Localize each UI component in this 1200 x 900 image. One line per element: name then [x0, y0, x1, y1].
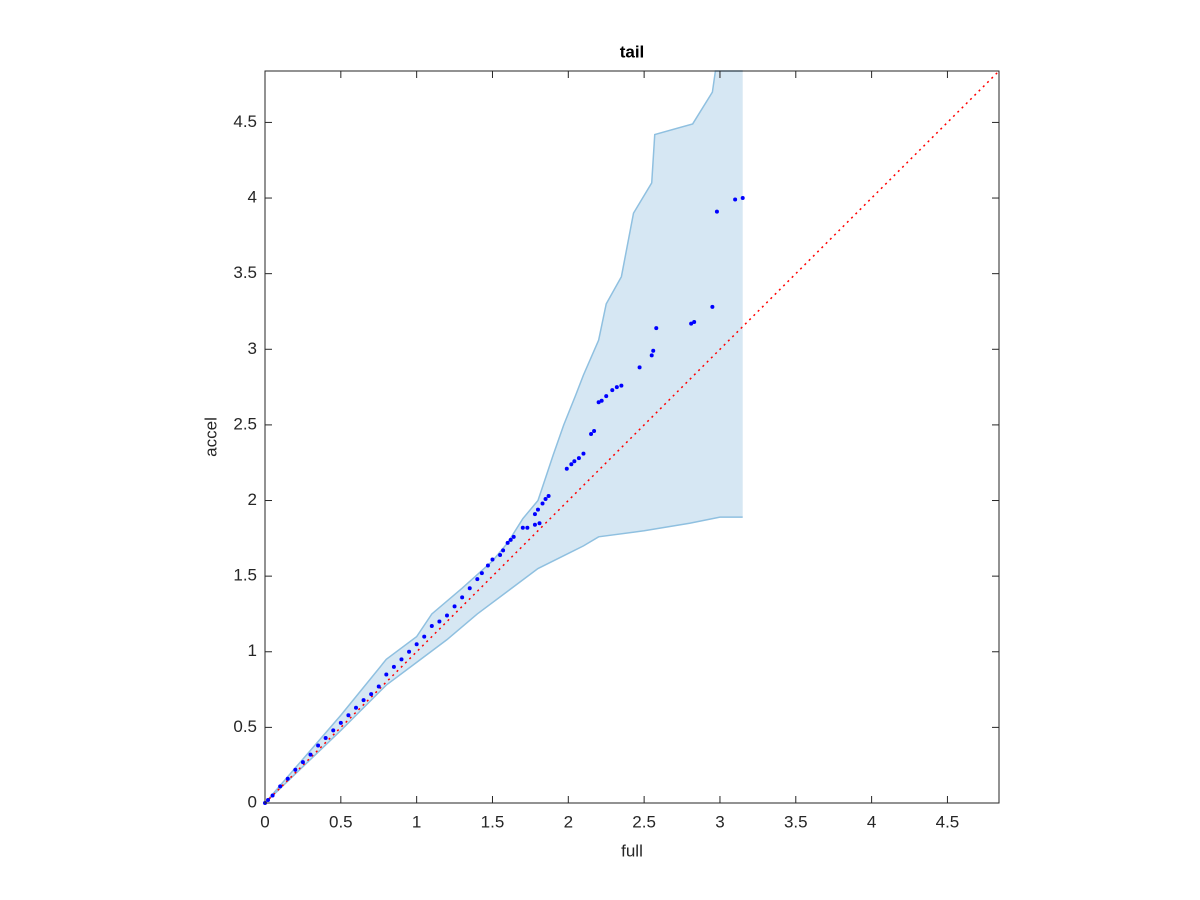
point: [444, 613, 449, 618]
point: [564, 466, 569, 471]
point: [614, 385, 619, 390]
x-axis-label: full: [621, 841, 643, 860]
point: [300, 760, 305, 765]
point: [369, 692, 374, 697]
band-area: [265, 71, 743, 803]
point: [485, 563, 490, 568]
point: [361, 698, 366, 703]
x-tick-label: 0.5: [329, 812, 353, 831]
point: [346, 713, 351, 718]
y-tick-label: 2.5: [233, 414, 257, 433]
point: [293, 767, 298, 772]
point: [460, 595, 465, 600]
point: [490, 557, 495, 562]
point: [532, 522, 537, 527]
point: [535, 507, 540, 512]
point: [689, 321, 694, 326]
band-lower: [264, 516, 743, 804]
point: [278, 784, 283, 789]
point: [569, 462, 574, 467]
x-tick-label: 0: [260, 812, 269, 831]
point: [546, 493, 551, 498]
x-tick-label: 2.5: [632, 812, 656, 831]
point: [532, 512, 537, 517]
y-tick-label: 2: [248, 490, 257, 509]
x-tick-label: 3: [715, 812, 724, 831]
y-tick-label: 3: [248, 339, 257, 358]
point: [592, 428, 597, 433]
point: [540, 501, 545, 506]
point: [429, 624, 434, 629]
point: [537, 521, 542, 526]
point: [323, 735, 328, 740]
point: [576, 456, 581, 461]
x-tick-label: 3.5: [784, 812, 808, 831]
point: [654, 326, 659, 331]
point: [422, 634, 427, 639]
point: [407, 649, 412, 654]
point: [599, 398, 604, 403]
point: [266, 797, 271, 802]
point: [467, 586, 472, 591]
x-tick-label: 4.5: [936, 812, 960, 831]
y-tick-label: 4.5: [233, 112, 257, 131]
point: [331, 728, 336, 733]
point: [391, 664, 396, 669]
y-tick-label: 1: [248, 641, 257, 660]
point: [501, 548, 506, 553]
point: [338, 720, 343, 725]
y-tick-label: 3.5: [233, 263, 257, 282]
point: [511, 534, 516, 539]
point: [610, 388, 615, 393]
point: [619, 383, 624, 388]
point: [508, 537, 513, 542]
band-upper: [264, 70, 743, 804]
point: [692, 320, 697, 325]
x-tick-label: 1.5: [481, 812, 505, 831]
point: [543, 497, 548, 502]
point: [740, 196, 745, 201]
y-tick-label: 4: [248, 188, 257, 207]
point: [452, 604, 457, 609]
point: [733, 197, 738, 202]
point: [505, 540, 510, 545]
y-axis-label: accel: [201, 417, 220, 457]
x-tick-label: 4: [867, 812, 876, 831]
point: [285, 776, 290, 781]
point: [604, 394, 609, 399]
point: [710, 304, 715, 309]
point: [384, 672, 389, 677]
point: [637, 365, 642, 370]
point: [308, 752, 313, 757]
point: [498, 552, 503, 557]
y-tick-label: 0.5: [233, 717, 257, 736]
point: [581, 451, 586, 456]
point: [520, 525, 525, 530]
point: [316, 743, 321, 748]
point: [353, 705, 358, 710]
point: [589, 431, 594, 436]
y-tick-label: 0: [248, 792, 257, 811]
chart-title: tail: [620, 42, 645, 61]
point: [651, 348, 656, 353]
y-tick-label: 1.5: [233, 566, 257, 585]
x-tick-label: 1: [412, 812, 421, 831]
point: [475, 577, 480, 582]
point: [270, 793, 275, 798]
axes-box: [264, 70, 1000, 804]
point: [414, 642, 419, 647]
point: [714, 209, 719, 214]
x-tick-label: 2: [564, 812, 573, 831]
point: [572, 459, 577, 464]
point: [376, 684, 381, 689]
point: [399, 657, 404, 662]
point: [479, 571, 484, 576]
point: [525, 525, 530, 530]
point: [596, 400, 601, 405]
point: [437, 619, 442, 624]
point: [649, 353, 654, 358]
